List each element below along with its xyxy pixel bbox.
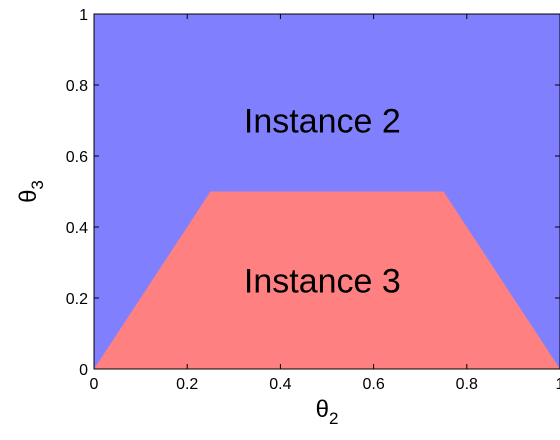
x-tick-label: 0 — [90, 376, 99, 393]
x-tick-label: 0.6 — [362, 376, 384, 393]
x-axis-label: θ2 — [316, 396, 339, 428]
region-2 — [94, 191, 560, 369]
y-tick-label: 0 — [79, 362, 88, 379]
y-axis-label-subscript: 3 — [28, 180, 47, 189]
x-axis-label-symbol: θ — [316, 396, 329, 423]
x-tick-label: 0.2 — [176, 376, 198, 393]
region-label-2: Instance 3 — [244, 262, 401, 300]
x-tick-label: 1 — [556, 376, 560, 393]
region-label-1: Instance 2 — [244, 103, 401, 141]
regions-layer — [94, 14, 560, 369]
x-tick-label: 0.8 — [456, 376, 478, 393]
y-axis-label: θ3 — [15, 180, 47, 203]
y-axis-label-symbol: θ — [15, 190, 42, 203]
y-tick-label: 0.6 — [66, 149, 88, 166]
y-tick-label: 1 — [79, 7, 88, 24]
region-labels-layer: Instance 2 Instance 3 — [244, 103, 401, 301]
plot-frame — [93, 13, 560, 370]
y-tick-label: 0.2 — [66, 291, 88, 308]
y-tick-label: 0.4 — [66, 220, 88, 237]
ticks-layer: 0 0.2 0.4 0.6 0.8 1 0 0.2 0.4 0.6 0.8 1 — [66, 7, 560, 393]
x-tick-label: 0.4 — [269, 376, 291, 393]
x-axis-label-subscript: 2 — [329, 409, 338, 428]
y-tick-label: 0.8 — [66, 78, 88, 95]
